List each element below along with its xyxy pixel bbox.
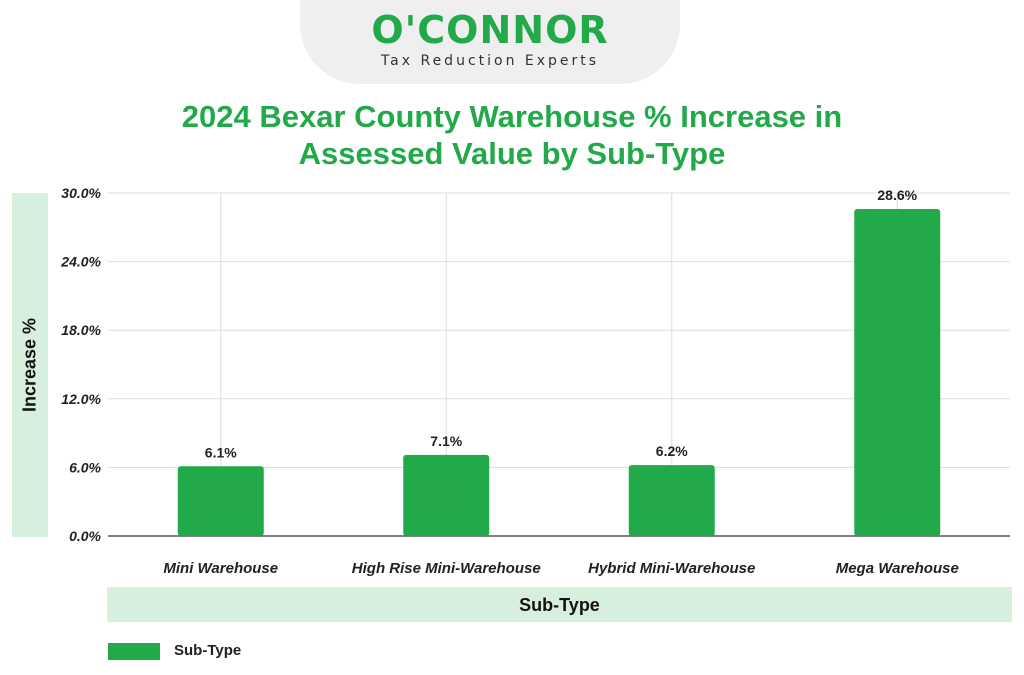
y-tick-label: 24.0% (60, 254, 101, 270)
data-label: 6.2% (656, 443, 688, 459)
legend-swatch (108, 643, 160, 660)
x-tick-label: Mini Warehouse (163, 560, 278, 577)
bar (177, 466, 264, 536)
bar (628, 465, 715, 536)
x-tick-label: Hybrid Mini-Warehouse (588, 560, 755, 577)
y-tick-label: 0.0% (69, 528, 101, 544)
x-axis-label-band: Sub-Type (107, 587, 1012, 622)
y-tick-label: 6.0% (69, 459, 101, 475)
y-tick-label: 18.0% (61, 322, 101, 338)
logo-wordmark: O'CONNOR (371, 8, 609, 52)
bar (403, 454, 490, 536)
x-tick-label: Mega Warehouse (836, 560, 959, 577)
data-label: 6.1% (205, 444, 237, 460)
data-label: 7.1% (430, 433, 462, 449)
data-label: 28.6% (877, 187, 917, 203)
logo-tagline: Tax Reduction Experts (380, 53, 600, 69)
x-axis-label: Sub-Type (519, 595, 600, 615)
y-axis-label-band (12, 193, 48, 537)
y-tick-label: 30.0% (61, 185, 101, 201)
legend-label: Sub-Type (174, 642, 242, 659)
x-tick-label: High Rise Mini-Warehouse (352, 560, 541, 577)
chart-title: 2024 Bexar County Warehouse % Increase i… (181, 99, 843, 171)
bar (854, 209, 941, 537)
y-tick-label: 12.0% (61, 391, 101, 407)
logo: O'CONNOR Tax Reduction Experts (300, 0, 680, 84)
